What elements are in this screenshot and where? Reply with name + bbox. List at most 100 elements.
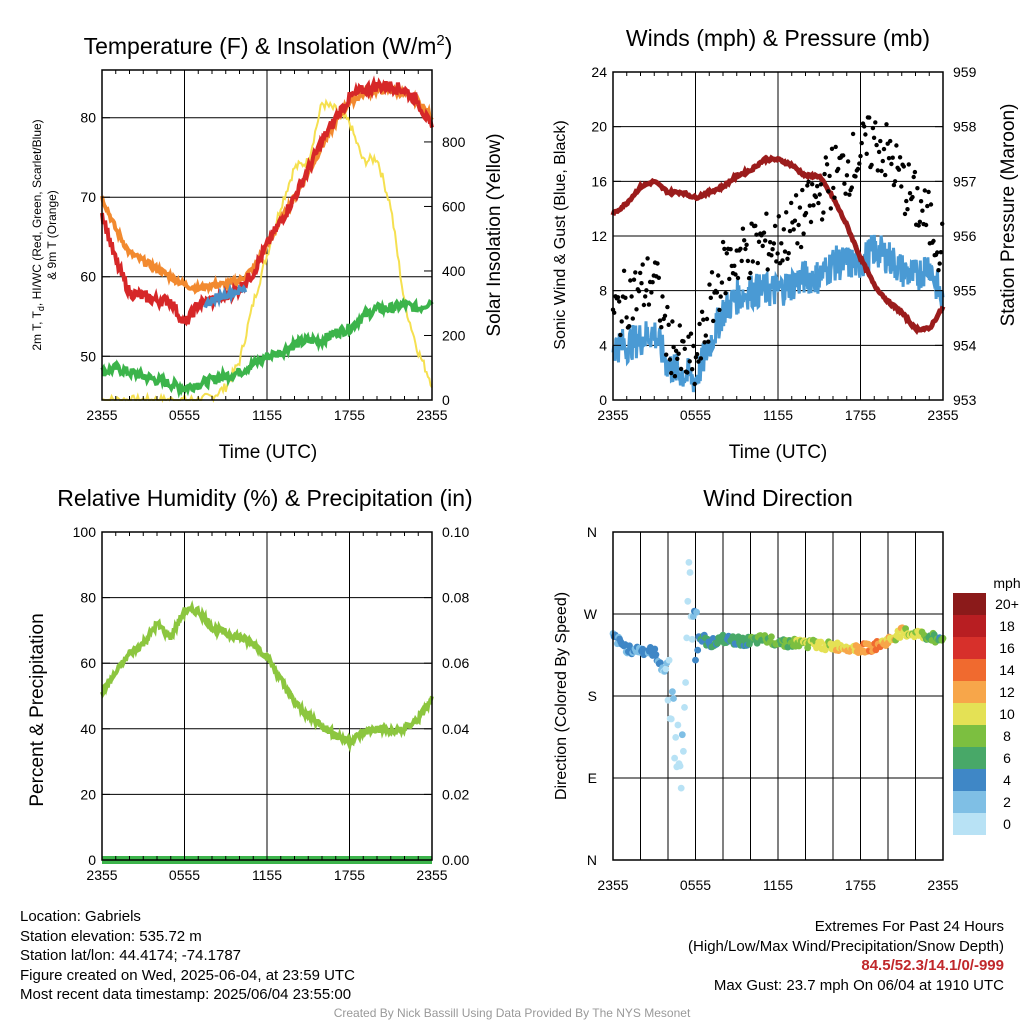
colorbar-cell xyxy=(953,681,986,703)
winds-ylabel: Sonic Wind & Gust (Blue, Black) xyxy=(552,120,569,349)
gust-point xyxy=(746,276,752,281)
direction-point xyxy=(817,638,825,646)
gust-point xyxy=(728,247,733,252)
gust-point xyxy=(723,291,728,296)
gust-point xyxy=(829,146,835,151)
y2-tick-label: 400 xyxy=(442,263,466,279)
gust-point xyxy=(828,206,833,211)
gust-point xyxy=(791,227,796,232)
y-tick-label: 20 xyxy=(591,119,607,135)
gust-point xyxy=(836,166,841,172)
direction-point xyxy=(685,559,693,566)
gust-point xyxy=(772,223,778,229)
gust-point xyxy=(636,289,642,294)
gust-point xyxy=(686,334,691,339)
gust-point xyxy=(938,250,944,255)
winds-ylabel-right: Station Pressure (Maroon) xyxy=(998,104,1019,327)
gust-point xyxy=(678,366,684,372)
direction-ylabel: Direction (Colored By Speed) xyxy=(553,592,570,800)
gust-point xyxy=(666,322,671,327)
gust-point xyxy=(880,158,885,164)
gust-point xyxy=(923,222,929,228)
winds-series xyxy=(610,115,946,393)
winds-xlabel: Time (UTC) xyxy=(729,442,828,463)
y2-tick-label: 955 xyxy=(953,283,977,299)
gust-point xyxy=(716,273,721,278)
direction-point xyxy=(688,635,696,643)
gust-point xyxy=(688,331,694,336)
gust-point xyxy=(733,272,738,277)
x-tick-label: 2355 xyxy=(597,877,628,893)
temperature-ticks: 2355 0555 1155 1755 235550607080020040060080… xyxy=(80,70,466,423)
gust-point xyxy=(864,151,869,156)
direction-point xyxy=(684,597,692,605)
gust-point xyxy=(742,238,747,243)
direction-point xyxy=(670,695,677,702)
y2-tick-label: 200 xyxy=(442,327,466,343)
gust-point xyxy=(667,357,673,362)
y2-tick-label: 600 xyxy=(442,198,466,214)
gust-point xyxy=(755,260,760,266)
station-latlon: Station lat/lon: 44.4174; -74.1787 xyxy=(20,947,242,964)
gust-point xyxy=(901,164,906,169)
gust-point xyxy=(874,142,879,148)
gust-point xyxy=(659,325,664,330)
winds-title: Winds (mph) & Pressure (mb) xyxy=(626,25,930,51)
direction-point xyxy=(677,784,685,792)
gust-point xyxy=(624,315,629,320)
temperature-ylabel: 2m T, Td, HI/WC (Red, Green, Scarlet/Blu… xyxy=(30,119,59,350)
direction-point xyxy=(672,734,680,741)
colorbar-cell xyxy=(953,769,986,791)
gust-point xyxy=(918,199,924,204)
x-tick-label: 1755 xyxy=(845,877,876,893)
gust-point xyxy=(871,135,877,140)
x-tick-label: 1155 xyxy=(252,407,282,423)
gust-point xyxy=(770,247,775,252)
gust-point xyxy=(800,187,805,193)
x-tick-label: 2355 xyxy=(597,407,628,423)
y-tick-label: 0 xyxy=(88,852,96,868)
y2-tick-label: 954 xyxy=(953,337,977,353)
gust-point xyxy=(711,318,716,324)
y2-tick-label: 0.02 xyxy=(442,786,469,802)
gust-point xyxy=(779,241,784,246)
gust-point xyxy=(681,339,686,344)
gust-point xyxy=(792,218,798,223)
colorbar-label: 10 xyxy=(999,706,1015,722)
colorbar-label: 14 xyxy=(999,662,1015,678)
gust-point xyxy=(765,267,770,272)
colorbar-label: 0 xyxy=(1003,816,1011,832)
y-tick-label: 80 xyxy=(80,590,96,606)
gust-point xyxy=(827,173,832,179)
wind-chill-line xyxy=(203,283,248,309)
recent-timestamp: Most recent data timestamp: 2025/06/04 2… xyxy=(20,986,352,1003)
gust-point xyxy=(639,281,644,286)
gust-point xyxy=(797,205,803,210)
gust-point xyxy=(911,174,916,180)
y-tick-label: 100 xyxy=(73,524,97,540)
gust-point xyxy=(878,138,883,144)
colorbar-cell xyxy=(953,703,986,725)
gust-point xyxy=(761,230,767,235)
y2-tick-label: 959 xyxy=(953,64,977,80)
gust-point xyxy=(769,253,774,258)
gust-point xyxy=(862,124,867,129)
gust-point xyxy=(850,131,856,137)
gust-point xyxy=(922,188,927,193)
gust-point xyxy=(634,307,639,312)
gust-point xyxy=(813,194,819,200)
gust-point xyxy=(936,268,941,273)
y-tick-label: 60 xyxy=(80,269,96,285)
temp-2m-line xyxy=(100,75,434,327)
gust-point xyxy=(692,381,697,387)
gust-point xyxy=(905,207,910,212)
gust-point xyxy=(915,186,920,191)
gust-point xyxy=(763,238,768,243)
y2-tick-label: 958 xyxy=(953,119,977,135)
gust-point xyxy=(703,333,708,338)
gust-point xyxy=(823,155,828,160)
humidity-line xyxy=(100,600,434,753)
x-tick-label: 1755 xyxy=(334,407,365,423)
y2-tick-label: 0.06 xyxy=(442,655,469,671)
extremes-values: 84.5/52.3/14.1/0/-999 xyxy=(861,957,1004,974)
